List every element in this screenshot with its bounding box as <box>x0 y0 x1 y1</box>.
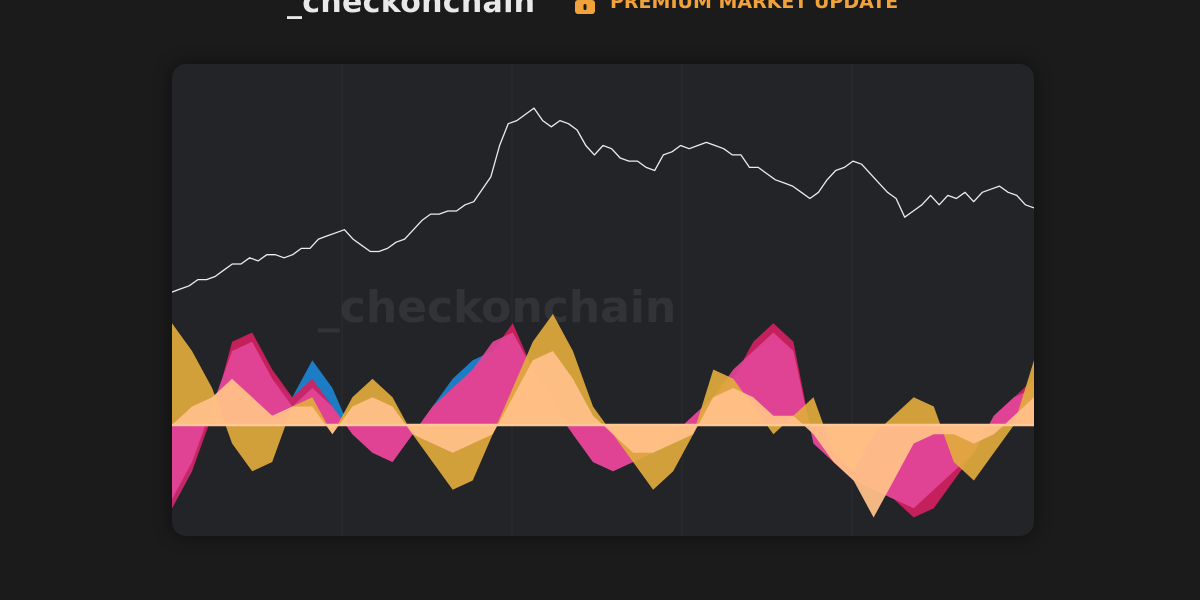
oscillator-price-chart: _checkonchain <box>172 64 1034 536</box>
brand-logo-text: _checkonchain <box>287 0 536 20</box>
oscillator-areas <box>172 314 1034 518</box>
chart-card: _checkonchain <box>172 64 1034 536</box>
oscillator-area-peach <box>172 351 1034 518</box>
premium-label: PREMIUM MARKET UPDATE <box>610 0 899 13</box>
chart-watermark: _checkonchain <box>318 282 676 333</box>
premium-badge: PREMIUM MARKET UPDATE <box>574 0 898 14</box>
price-line <box>172 107 1034 293</box>
lock-icon <box>575 0 595 14</box>
